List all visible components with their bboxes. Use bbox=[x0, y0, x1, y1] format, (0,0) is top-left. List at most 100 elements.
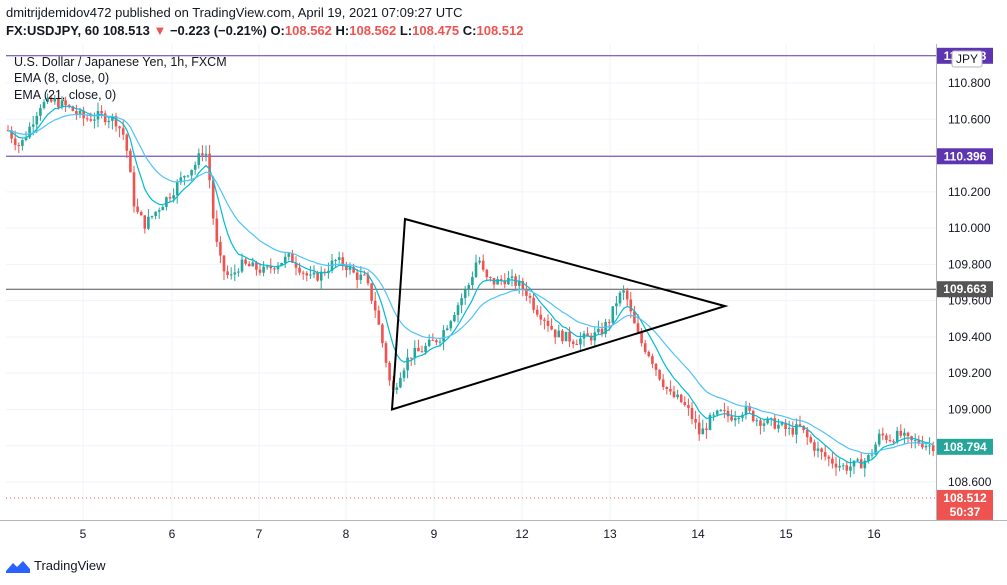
candle-body bbox=[805, 430, 809, 438]
candle-body bbox=[237, 271, 240, 273]
candle-body bbox=[467, 285, 471, 290]
candle-body bbox=[424, 345, 427, 353]
candle-body bbox=[251, 262, 255, 267]
candle-body bbox=[449, 321, 453, 329]
candle-body bbox=[823, 452, 827, 457]
candle-body bbox=[355, 272, 359, 280]
time-tick-label: 12 bbox=[515, 527, 529, 541]
candle-body bbox=[784, 422, 787, 429]
candle-body bbox=[337, 257, 341, 261]
candle-body bbox=[42, 101, 46, 109]
candle-body bbox=[226, 271, 229, 276]
high-value: 108.562 bbox=[349, 23, 397, 38]
price-tick-label: 108.600 bbox=[948, 475, 992, 489]
candle-body bbox=[363, 274, 366, 276]
candle-body bbox=[625, 290, 629, 300]
candle-body bbox=[222, 255, 226, 272]
ema8-line bbox=[7, 105, 934, 464]
candle-body bbox=[399, 377, 402, 388]
candle-body bbox=[334, 260, 337, 262]
candle-body bbox=[874, 444, 877, 455]
candle-body bbox=[85, 118, 89, 120]
candle-body bbox=[816, 448, 820, 451]
time-axis[interactable]: 5 6 7 8 9 12 13 14 15 16 bbox=[80, 527, 881, 541]
candle-body bbox=[856, 459, 859, 461]
price-tick-label: 110.200 bbox=[948, 185, 991, 199]
high-label: H: bbox=[335, 23, 350, 38]
candle-body bbox=[838, 465, 841, 468]
candle-body bbox=[377, 310, 381, 325]
candle-body bbox=[39, 108, 42, 116]
triangle-drawing[interactable] bbox=[390, 217, 729, 411]
candle-body bbox=[17, 144, 21, 146]
legend-title: U.S. Dollar / Japanese Yen, 1h, FXCM bbox=[14, 55, 227, 69]
candle-body bbox=[478, 260, 481, 263]
candle-body bbox=[737, 417, 741, 419]
triangle-shape[interactable] bbox=[390, 217, 729, 411]
currency-tag[interactable]: JPY bbox=[951, 50, 983, 68]
symbol-label[interactable]: FX:USDJPY, 60 bbox=[6, 23, 100, 38]
candle-body bbox=[715, 410, 719, 415]
legend-ema8[interactable]: EMA (8, close, 0) bbox=[14, 71, 109, 85]
candle-body bbox=[417, 347, 420, 352]
candle-body bbox=[579, 338, 582, 345]
candle-body bbox=[219, 241, 222, 256]
candle-body bbox=[204, 153, 208, 156]
candle-body bbox=[525, 289, 528, 296]
candle-body bbox=[121, 128, 125, 135]
candle-body bbox=[211, 180, 215, 219]
candle-body bbox=[312, 272, 316, 275]
time-tick-label: 16 bbox=[867, 527, 881, 541]
candle-body bbox=[503, 280, 507, 285]
candle-body bbox=[661, 379, 665, 388]
candle-body bbox=[427, 339, 431, 346]
candle-body bbox=[125, 134, 129, 151]
time-tick-label: 5 bbox=[80, 527, 87, 541]
candle-body bbox=[687, 404, 690, 408]
candle-body bbox=[802, 425, 805, 431]
candle-body bbox=[193, 164, 197, 170]
candle-body bbox=[13, 138, 17, 145]
candle-body bbox=[791, 427, 795, 435]
price-tick-label: 109.000 bbox=[948, 402, 992, 416]
candle-body bbox=[24, 137, 28, 140]
publish-line: dmitrijdemidov472 published on TradingVi… bbox=[6, 5, 463, 20]
candle-body bbox=[294, 262, 298, 268]
candle-body bbox=[658, 369, 661, 380]
candle-body bbox=[233, 272, 237, 275]
candle-body bbox=[183, 176, 186, 178]
grid bbox=[6, 44, 936, 520]
price-tag-box bbox=[937, 281, 993, 298]
candle-body bbox=[813, 442, 816, 451]
candle-body bbox=[600, 328, 604, 334]
price-tick-label: 109.400 bbox=[948, 330, 992, 344]
candle-body bbox=[751, 410, 755, 421]
candle-body bbox=[150, 216, 154, 218]
candle-body bbox=[258, 269, 262, 273]
candle-body bbox=[539, 314, 543, 320]
candle-body bbox=[849, 466, 852, 471]
candle-body bbox=[546, 320, 550, 326]
horizontal-lines[interactable] bbox=[6, 55, 936, 499]
candle-body bbox=[557, 330, 561, 338]
candle-body bbox=[654, 363, 658, 370]
candle-body bbox=[827, 456, 831, 459]
time-tick-label: 6 bbox=[169, 527, 176, 541]
candle-body bbox=[809, 437, 813, 443]
candle-body bbox=[409, 357, 413, 359]
candle-body bbox=[316, 272, 319, 281]
footer-brand: TradingView bbox=[34, 558, 106, 573]
close-value: 108.512 bbox=[476, 23, 524, 38]
candle-body bbox=[669, 389, 672, 392]
countdown-label: 50:37 bbox=[950, 505, 981, 519]
candle-body bbox=[64, 100, 67, 106]
candle-body bbox=[719, 410, 723, 412]
candle-body bbox=[453, 315, 456, 322]
candle-body bbox=[651, 356, 654, 364]
candle-body bbox=[618, 292, 622, 304]
candle-body bbox=[265, 266, 269, 268]
legend-ema21[interactable]: EMA (21, close, 0) bbox=[14, 88, 116, 102]
candle-body bbox=[269, 266, 273, 269]
candle-body bbox=[215, 218, 219, 242]
